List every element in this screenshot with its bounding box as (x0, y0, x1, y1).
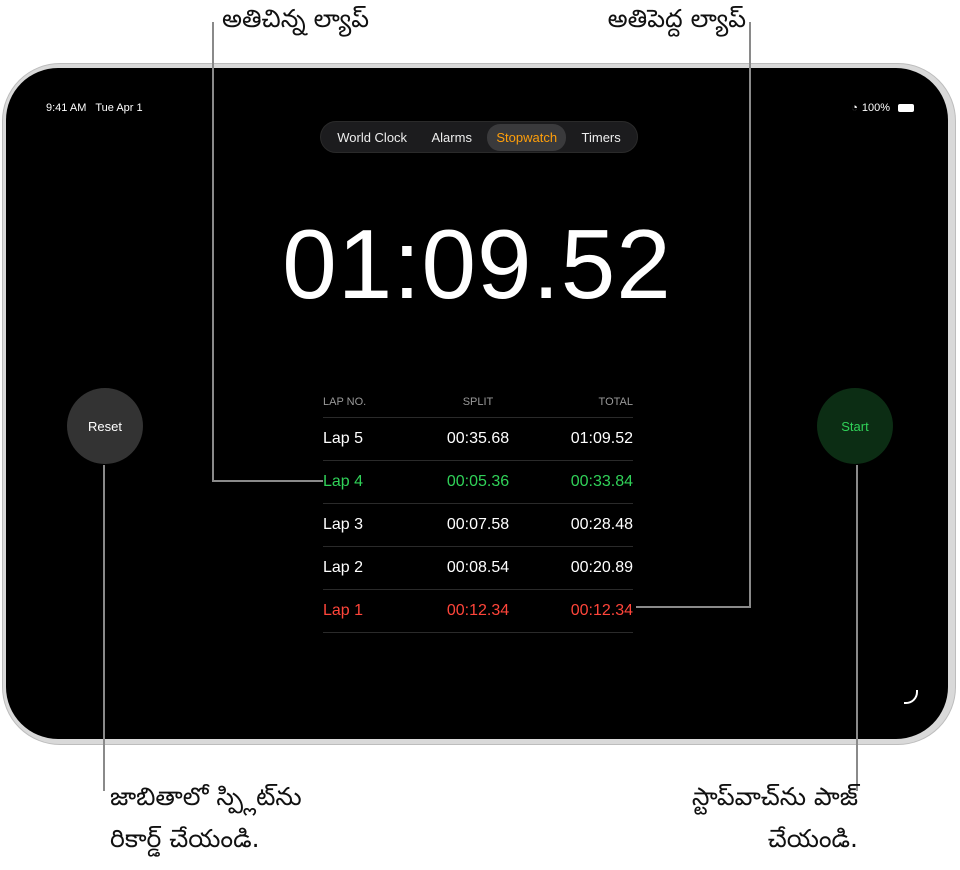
callout-pause-1: స్టాప్‌వాచ్‌ను పాజ్ (691, 782, 858, 811)
reset-button[interactable]: Reset (67, 388, 143, 464)
rotate-icon (904, 690, 918, 704)
lap-number: Lap 5 (323, 430, 364, 447)
callout-record-split-2: రికార్డ్ చేయండి. (110, 824, 260, 853)
lap-row: Lap 1 00:12.34 00:12.34 (323, 590, 633, 633)
lap-total: 00:20.89 (570, 559, 633, 576)
lap-row: Lap 5 00:35.68 01:09.52 (323, 418, 633, 461)
start-button[interactable]: Start (817, 388, 893, 464)
callout-line-reset (103, 465, 105, 791)
callout-longest-lap: అతిపెద్ద ల్యాప్ (607, 4, 746, 33)
lap-number: Lap 1 (323, 602, 364, 619)
lap-split: 00:07.58 (446, 516, 510, 533)
lap-total: 00:33.84 (570, 473, 633, 490)
header-lap-no: LAP NO. (323, 395, 367, 408)
tab-world-clock[interactable]: World Clock (337, 129, 408, 145)
lap-table-header: LAP NO. SPLIT TOTAL (323, 386, 633, 418)
lap-total: 01:09.52 (570, 430, 633, 447)
lap-number: Lap 2 (323, 559, 364, 576)
lap-split: 00:35.68 (446, 430, 510, 447)
lap-split: 00:08.54 (446, 559, 510, 576)
lap-split: 00:05.36 (446, 473, 510, 490)
lap-total: 00:28.48 (570, 516, 633, 533)
tab-timers[interactable]: Timers (581, 129, 621, 145)
lap-row: Lap 2 00:08.54 00:20.89 (323, 547, 633, 590)
callout-record-split-1: జాబితాలో స్ప్లిట్‌ను (110, 782, 302, 811)
battery-percent: 100% (861, 102, 890, 114)
tab-alarms[interactable]: Alarms (431, 129, 472, 145)
header-total: TOTAL (598, 395, 633, 408)
callout-line-shortest-h (212, 480, 323, 482)
date: Tue Apr 1 (95, 102, 143, 114)
lap-split: 00:12.34 (446, 602, 510, 619)
clock: 9:41 AM (46, 102, 87, 114)
callout-pause: స్టాప్‌వాచ్‌ను పాజ్ చేయండి. (692, 776, 858, 860)
stopwatch-display: 01:09.52 (282, 209, 672, 319)
status-time: 9:41 AM Tue Apr 1 (46, 102, 143, 114)
lap-row: Lap 3 00:07.58 00:28.48 (323, 504, 633, 547)
callout-line-shortest (212, 22, 214, 482)
callout-line-longest (749, 22, 751, 608)
callout-line-longest-h (636, 606, 751, 608)
lap-number: Lap 3 (323, 516, 364, 533)
callout-line-start (856, 465, 858, 791)
header-split: SPLIT (462, 395, 494, 408)
lap-total: 00:12.34 (570, 602, 633, 619)
lap-table: LAP NO. SPLIT TOTAL Lap 5 00:35.68 01:09.5… (323, 386, 633, 633)
battery-icon (898, 104, 914, 112)
ipad-screen: 9:41 AM Tue Apr 1 ◔ 100% World Clock Ala… (6, 68, 948, 739)
tab-stopwatch[interactable]: Stopwatch (487, 123, 567, 151)
lap-number: Lap 4 (323, 473, 364, 490)
callout-pause-2: చేయండి. (767, 824, 858, 853)
wifi-icon: ◔ (851, 102, 858, 114)
status-right: ◔ 100% (851, 102, 914, 114)
callout-shortest-lap: అతిచిన్న ల్యాప్ (222, 4, 370, 33)
tab-bar: World Clock Alarms Stopwatch Timers (320, 121, 638, 153)
lap-row: Lap 4 00:05.36 00:33.84 (323, 461, 633, 504)
callout-record-split: జాబితాలో స్ప్లిట్‌ను రికార్డ్ చేయండి. (110, 776, 302, 860)
